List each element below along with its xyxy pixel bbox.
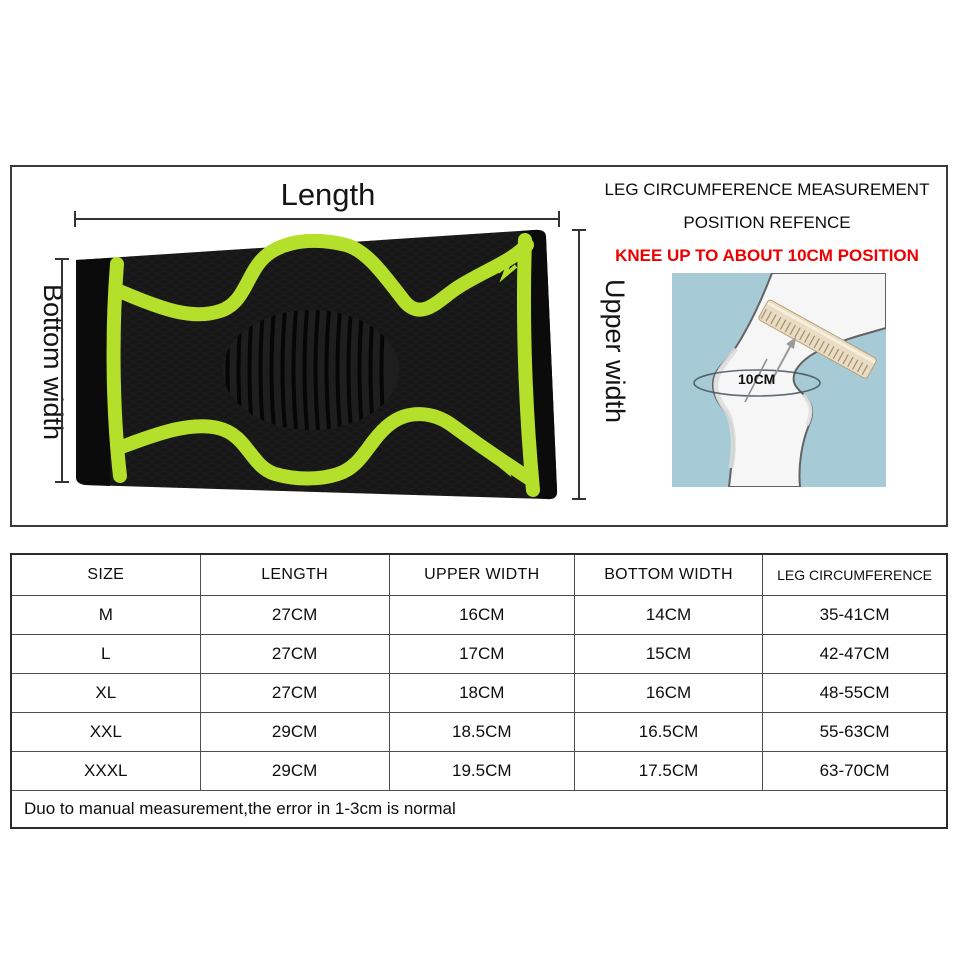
cell-size: XXL	[10, 712, 201, 752]
size-table: SIZE LENGTH UPPER WIDTH BOTTOM WIDTH LEG…	[10, 553, 948, 829]
col-header-bottom-width: BOTTOM WIDTH	[573, 553, 764, 596]
cell-size: XXXL	[10, 751, 201, 791]
cell-length: 27CM	[199, 634, 390, 674]
cell-bottom-width: 14CM	[573, 595, 764, 635]
measurement-diagram-panel: Length Bottom width Upper width	[10, 165, 948, 527]
table-row-xxxl: XXXL 29CM 19.5CM 17.5CM 63-70CM	[10, 751, 948, 791]
cell-upper-width: 18.5CM	[388, 712, 575, 752]
cell-leg-circumference: 63-70CM	[762, 751, 948, 791]
arrow-line	[769, 344, 792, 385]
cell-leg-circumference: 35-41CM	[762, 595, 948, 635]
measure-tick	[572, 229, 586, 231]
table-row-l: L 27CM 17CM 15CM 42-47CM	[10, 634, 948, 674]
sleeve-green-trim	[106, 233, 540, 497]
leg-circumference-info: LEG CIRCUMFERENCE MEASUREMENT POSITION R…	[590, 180, 944, 266]
cell-length: 27CM	[199, 595, 390, 635]
cell-bottom-width: 17.5CM	[573, 751, 764, 791]
cell-bottom-width: 16CM	[573, 673, 764, 713]
measuring-band	[758, 299, 877, 379]
sleeve-left-cuff	[76, 258, 110, 486]
bottom-width-measure-line	[55, 258, 69, 483]
leg-illustration-graphic: 10CM	[672, 273, 886, 487]
table-row-m: M 27CM 16CM 14CM 35-41CM	[10, 595, 948, 635]
cell-size: L	[10, 634, 201, 674]
info-title-line1: LEG CIRCUMFERENCE MEASUREMENT	[604, 180, 930, 199]
table-row-xxl: XXL 29CM 18.5CM 16.5CM 55-63CM	[10, 712, 948, 752]
upper-width-dimension-label: Upper width	[600, 279, 630, 424]
cell-upper-width: 16CM	[388, 595, 575, 635]
table-note-row: Duo to manual measurement,the error in 1…	[10, 790, 948, 829]
cell-leg-circumference: 48-55CM	[762, 673, 948, 713]
measure-tick	[74, 211, 76, 227]
info-title-line2: POSITION REFENCE	[683, 213, 851, 232]
measure-tick	[55, 258, 69, 260]
ten-cm-label: 10CM	[738, 371, 775, 387]
cell-size: XL	[10, 673, 201, 713]
cell-leg-circumference: 42-47CM	[762, 634, 948, 674]
col-header-upper-width: UPPER WIDTH	[388, 553, 575, 596]
cell-length: 29CM	[199, 751, 390, 791]
col-header-length: LENGTH	[199, 553, 390, 596]
cell-size: M	[10, 595, 201, 635]
cell-bottom-width: 16.5CM	[573, 712, 764, 752]
cell-upper-width: 17CM	[388, 634, 575, 674]
arrow-head	[786, 337, 796, 349]
cell-length: 27CM	[199, 673, 390, 713]
cell-length: 29CM	[199, 712, 390, 752]
cell-bottom-width: 15CM	[573, 634, 764, 674]
knee-sleeve-graphic	[76, 229, 558, 500]
circumference-ellipse	[693, 369, 821, 397]
table-row-xl: XL 27CM 18CM 16CM 48-55CM	[10, 673, 948, 713]
col-header-leg-circumference: LEG CIRCUMFERENCE	[762, 553, 948, 596]
length-measure-line	[74, 211, 560, 227]
col-header-size: SIZE	[10, 553, 201, 596]
sleeve-rib-zone	[223, 310, 399, 430]
cell-upper-width: 18CM	[388, 673, 575, 713]
measure-tick	[55, 481, 69, 483]
cell-leg-circumference: 55-63CM	[762, 712, 948, 752]
measurement-note: Duo to manual measurement,the error in 1…	[10, 790, 948, 829]
cell-upper-width: 19.5CM	[388, 751, 575, 791]
table-header-row: SIZE LENGTH UPPER WIDTH BOTTOM WIDTH LEG…	[10, 553, 948, 596]
info-highlight-text: KNEE UP TO ABOUT 10CM POSITION	[615, 246, 919, 265]
measure-tick	[558, 211, 560, 227]
measure-tick	[572, 498, 586, 500]
upper-width-measure-line	[572, 229, 586, 500]
length-dimension-label: Length	[280, 177, 376, 212]
leader-line	[744, 358, 768, 403]
